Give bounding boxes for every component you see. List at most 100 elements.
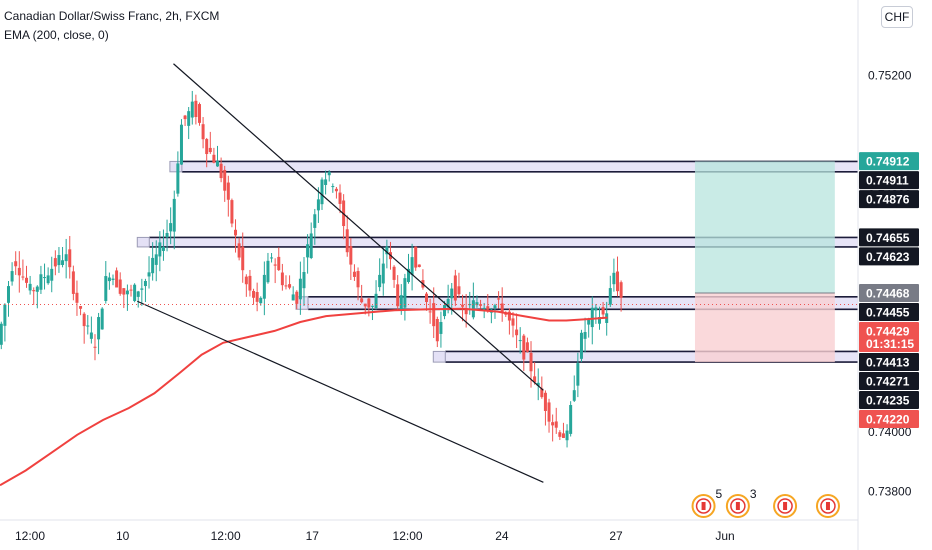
price-label-bg [859, 171, 919, 190]
price-label-text: 0.74912 [866, 155, 910, 169]
candle-body [381, 263, 385, 284]
candle-body [385, 246, 389, 255]
sr-zone[interactable] [137, 237, 858, 247]
flag-icon[interactable]: 5 [691, 487, 723, 518]
price-label: 0.74271 [859, 371, 919, 390]
candle-body [428, 311, 432, 313]
candle-body [435, 318, 439, 342]
candle-body [543, 392, 547, 411]
price-label-text: 0.74413 [866, 355, 910, 369]
candle-body [619, 282, 623, 298]
candle-body [75, 292, 79, 303]
candle-body [176, 163, 180, 194]
candle-body [316, 199, 320, 211]
candle-body [183, 115, 187, 120]
trendline[interactable] [137, 300, 544, 483]
candle-body [288, 284, 292, 288]
flag-mark [701, 502, 706, 510]
candle-body [244, 276, 248, 285]
candle-body [579, 332, 583, 359]
sr-zone[interactable] [169, 161, 858, 172]
candle-body [190, 101, 194, 118]
candle-body [248, 275, 252, 291]
price-label-bg [859, 152, 919, 171]
flag-icon[interactable]: 3 [725, 487, 757, 518]
candle-body [125, 290, 129, 295]
price-label-text: 0.74220 [866, 412, 910, 426]
candle-body [252, 290, 256, 298]
price-tick-label: 0.75200 [868, 69, 912, 83]
candle-body [6, 286, 10, 303]
flag-mark [735, 502, 740, 510]
candle-body [594, 307, 598, 311]
candle-body [237, 243, 241, 258]
candle-body [35, 286, 39, 292]
candle-body [374, 293, 378, 308]
flag-icon[interactable] [815, 494, 840, 518]
candle-body [71, 271, 75, 294]
candle-body [486, 306, 490, 310]
price-label: 0.74876 [859, 190, 919, 209]
candle-body [352, 271, 356, 277]
target-area[interactable] [694, 161, 835, 293]
price-label: 0.74655 [859, 228, 919, 247]
zone-handle[interactable] [432, 350, 446, 363]
price-label: 0.74912 [859, 152, 919, 171]
candle-body [25, 277, 29, 283]
candle-body [284, 285, 288, 287]
candle-body [219, 163, 223, 179]
candle-body [259, 297, 263, 304]
stop-area[interactable] [694, 292, 835, 363]
candle-body [43, 277, 47, 279]
candle-body [533, 376, 537, 383]
candle-body [403, 278, 407, 308]
candle-body [446, 298, 450, 308]
candle-body [306, 244, 310, 258]
candle-body [601, 307, 605, 315]
candle-body [522, 335, 526, 360]
position-tool[interactable] [694, 161, 835, 363]
candle-body [324, 179, 328, 185]
candle-body [205, 139, 209, 155]
price-label-bg [859, 228, 919, 247]
indicator-legend[interactable]: EMA (200, close, 0) [4, 28, 109, 42]
sr-zone[interactable] [433, 351, 858, 363]
candle-body [201, 124, 205, 140]
candle-body [17, 267, 21, 276]
candle-body [309, 233, 313, 259]
candle-body [475, 302, 479, 306]
candle-body [572, 390, 576, 401]
zone-handle[interactable] [136, 236, 150, 248]
candle-body [432, 303, 436, 327]
candle-body [216, 161, 220, 167]
candle-body [612, 272, 616, 285]
trendline[interactable] [173, 63, 544, 391]
candle-body [554, 421, 558, 428]
candle-body [461, 304, 465, 307]
candle-body [212, 154, 216, 163]
candle-body [14, 261, 18, 267]
candle-body [273, 264, 277, 266]
candle-body [0, 323, 3, 345]
candle-body [518, 340, 522, 342]
lines-layer [0, 63, 858, 487]
candle-body [143, 280, 147, 287]
candle-body [21, 276, 25, 278]
candle-body [561, 433, 565, 438]
time-tick-label: 10 [116, 529, 130, 543]
currency-badge[interactable]: CHF [881, 6, 913, 28]
candle-body [169, 223, 173, 232]
candle-body [97, 317, 101, 340]
flag-icon[interactable] [773, 494, 798, 518]
candle-body [93, 346, 97, 348]
price-label: 0.74468 [859, 283, 919, 302]
candle-body [61, 260, 65, 265]
candle-body [151, 257, 155, 274]
candle-body [291, 294, 295, 301]
zone-handle[interactable] [169, 160, 183, 173]
ema-200-line[interactable] [0, 307, 608, 487]
candle-body [425, 293, 429, 303]
